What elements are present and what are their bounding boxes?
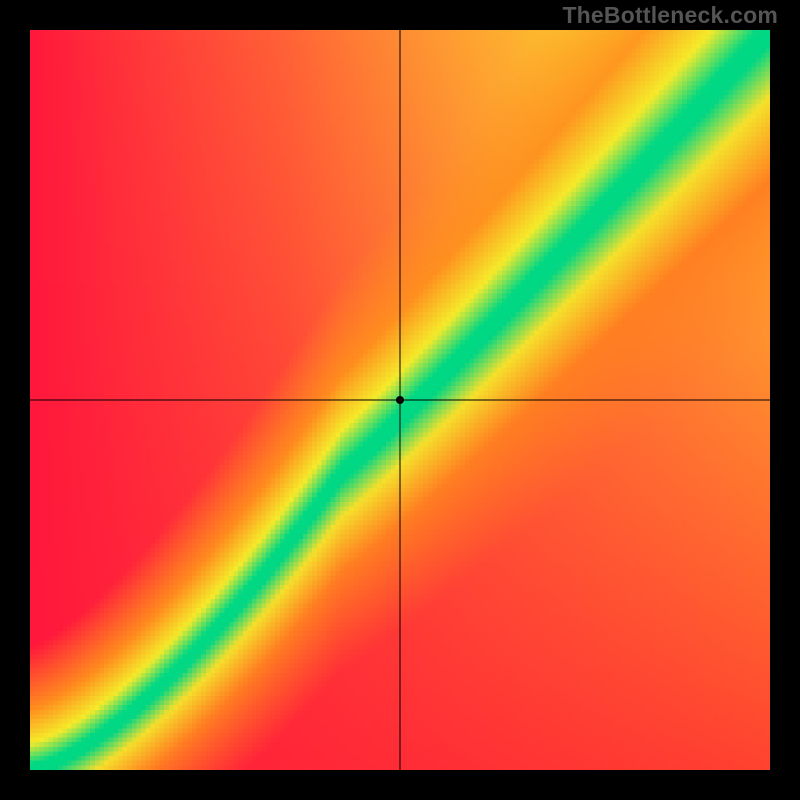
bottleneck-heatmap <box>30 30 770 770</box>
watermark-text: TheBottleneck.com <box>562 2 778 29</box>
chart-container: TheBottleneck.com <box>0 0 800 800</box>
